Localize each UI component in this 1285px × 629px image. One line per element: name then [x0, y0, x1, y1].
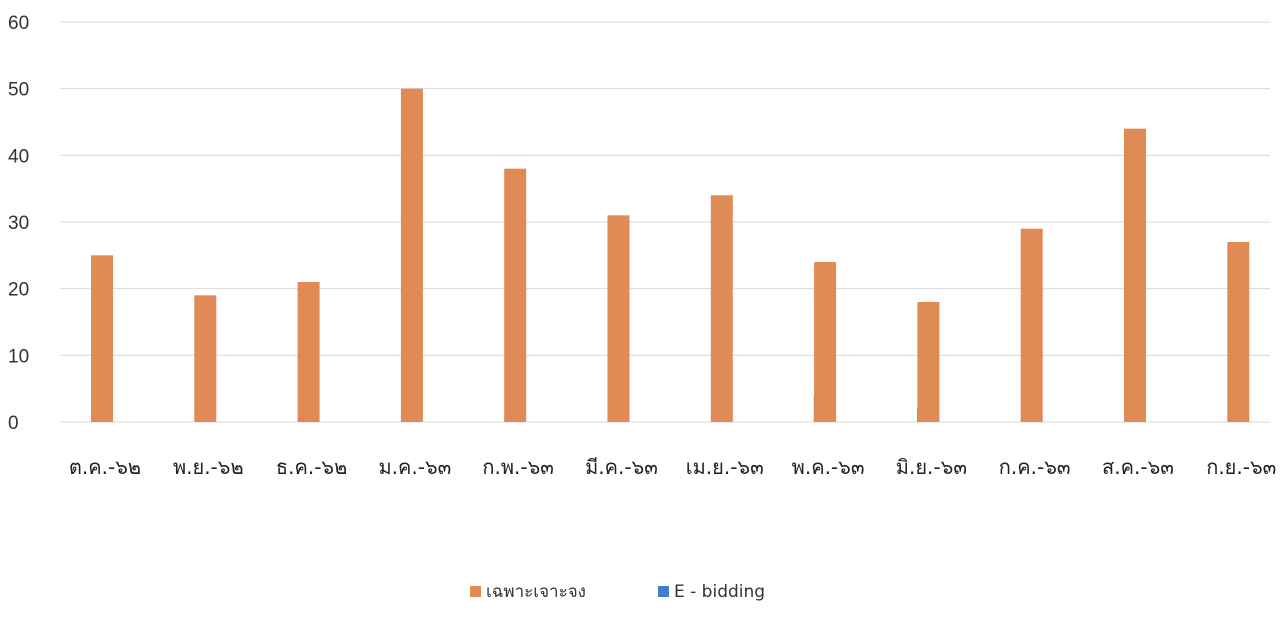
x-tick-label: ต.ค.-๖๒ [69, 455, 141, 479]
x-tick-label: ส.ค.-๖๓ [1102, 455, 1174, 479]
y-tick-label: 50 [8, 80, 29, 101]
x-tick-label: ก.ค.-๖๓ [999, 455, 1071, 479]
legend: เฉพาะเจาะจง E - bidding [470, 582, 765, 602]
bar-series1 [297, 282, 320, 422]
x-axis-ticks: ต.ค.-๖๒ พ.ย.-๖๒ ธ.ค.-๖๒ ม.ค.-๖๓ ก.พ.-๖๓ มี.ค.… [69, 455, 1276, 479]
x-tick-label: มี.ค.-๖๓ [585, 455, 658, 479]
bar-series1 [504, 168, 527, 422]
x-tick-label: มิ.ย.-๖๓ [896, 455, 967, 479]
bar-series1 [91, 255, 113, 422]
bar-series1 [1227, 242, 1250, 422]
gridlines [60, 21, 1270, 423]
legend-label: E - bidding [674, 582, 765, 602]
x-tick-label: ก.พ.-๖๓ [482, 455, 554, 479]
y-tick-label: 0 [8, 413, 19, 434]
bar-series1 [710, 195, 733, 422]
y-tick-label: 10 [8, 346, 29, 367]
legend-swatch [658, 586, 669, 597]
x-tick-label: เม.ย.-๖๓ [686, 455, 764, 479]
x-tick-label: พ.ย.-๖๒ [173, 455, 244, 479]
x-tick-label: พ.ค.-๖๓ [792, 455, 865, 479]
y-tick-label: 30 [8, 213, 29, 234]
bar-series1 [607, 215, 630, 422]
bar-series1 [400, 88, 423, 423]
bars [91, 88, 1250, 423]
bar-series1 [194, 295, 217, 422]
legend-swatch [470, 586, 481, 597]
x-tick-label: ธ.ค.-๖๒ [276, 455, 347, 479]
bar-series1 [1020, 228, 1043, 422]
y-axis-ticks: 0 10 20 30 40 50 60 [8, 13, 29, 434]
bar-series1 [1124, 128, 1146, 422]
x-tick-label: ก.ย.-๖๓ [1206, 455, 1276, 479]
y-tick-label: 20 [8, 280, 29, 301]
y-tick-label: 60 [8, 13, 29, 34]
legend-label: เฉพาะเจาะจง [486, 582, 586, 602]
bar-series1 [917, 302, 940, 422]
bar-series1 [814, 262, 837, 422]
y-tick-label: 40 [8, 146, 29, 167]
x-tick-label: ม.ค.-๖๓ [378, 455, 451, 479]
